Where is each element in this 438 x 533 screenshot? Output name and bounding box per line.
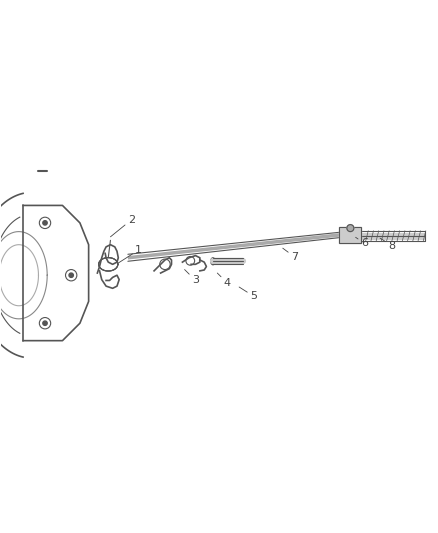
Text: 1: 1: [118, 245, 142, 263]
Ellipse shape: [210, 258, 215, 265]
Text: 6: 6: [355, 237, 367, 248]
Text: 5: 5: [239, 287, 256, 301]
Circle shape: [69, 273, 73, 277]
Circle shape: [43, 221, 47, 225]
Circle shape: [346, 224, 353, 232]
Text: 7: 7: [282, 248, 297, 262]
Text: 2: 2: [110, 215, 134, 237]
Text: 8: 8: [379, 238, 395, 251]
Text: 3: 3: [184, 270, 198, 286]
Text: 4: 4: [217, 273, 230, 288]
Bar: [339, 227, 360, 243]
Circle shape: [43, 321, 47, 325]
Bar: [339, 227, 360, 243]
